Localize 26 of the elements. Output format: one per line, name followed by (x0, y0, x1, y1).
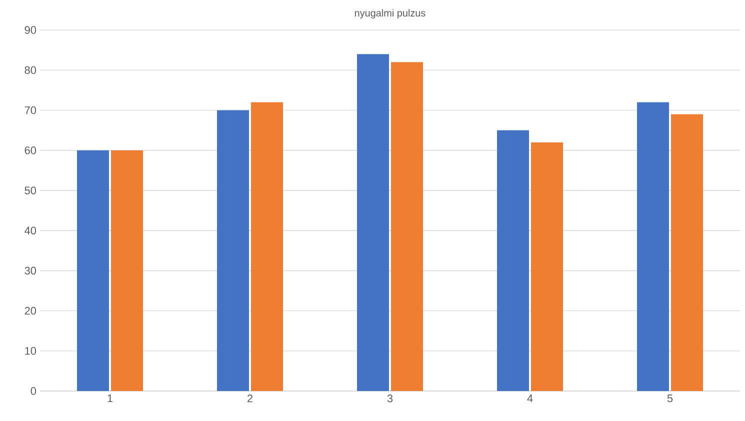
y-tick-label: 90 (24, 26, 36, 34)
y-tick-label: 70 (24, 106, 36, 114)
y-tick-label: 30 (24, 266, 36, 275)
bar (497, 130, 530, 391)
x-tick-label: 2 (248, 394, 252, 402)
y-tick-label: 10 (25, 347, 36, 355)
y-tick-label: 40 (24, 226, 36, 234)
bar (357, 54, 390, 391)
x-tick-label: 5 (667, 394, 673, 402)
bar (531, 142, 563, 391)
bar (250, 102, 283, 391)
bar (391, 62, 423, 391)
x-tick-label: 3 (387, 394, 393, 402)
chart-title: nyugalmi pulzus (354, 9, 426, 19)
bar (637, 102, 670, 391)
x-tick-label: 4 (527, 394, 533, 402)
y-tick-label: 80 (24, 66, 36, 74)
y-tick-label: 0 (30, 387, 36, 395)
y-tick-label: 50 (24, 186, 36, 194)
x-tick-label: 1 (108, 394, 113, 402)
bar (110, 150, 143, 391)
y-tick-label: 20 (24, 306, 36, 315)
bar (77, 150, 110, 391)
bar (217, 110, 250, 391)
bar (671, 114, 703, 391)
y-tick-label: 60 (24, 146, 36, 154)
